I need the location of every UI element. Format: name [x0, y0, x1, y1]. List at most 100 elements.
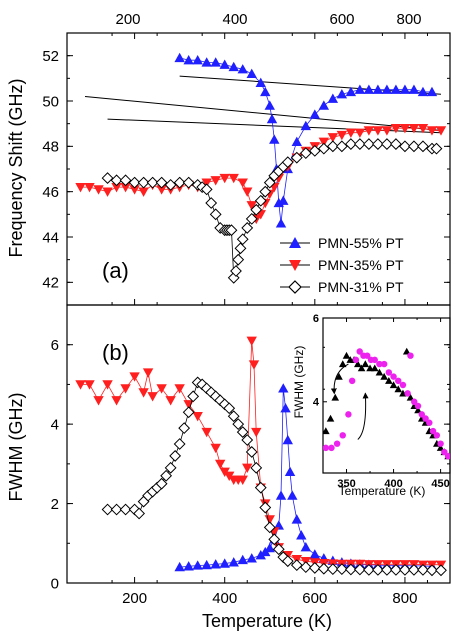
top-tick-label: 800 — [396, 11, 421, 28]
data-point-triangle-up — [323, 427, 330, 435]
data-point-triangle-down — [372, 126, 384, 136]
data-point-diamond — [101, 172, 114, 184]
plot-area — [75, 52, 447, 284]
data-point-circle — [418, 411, 426, 418]
x-tick-label: 200 — [122, 590, 147, 607]
data-point-triangle-up — [192, 55, 203, 65]
data-point-triangle-down — [426, 126, 438, 136]
data-point-triangle-up — [201, 57, 212, 67]
data-point-triangle-up — [417, 86, 429, 97]
data-point-circle — [348, 377, 356, 385]
panel-b-y-label: FWHM (GHz) — [6, 393, 26, 502]
data-point-triangle-up — [309, 549, 321, 559]
data-point-triangle-up — [354, 360, 362, 368]
data-point-triangle-up — [183, 55, 194, 65]
data-point-triangle-up — [246, 68, 257, 78]
data-point-diamond — [250, 461, 263, 474]
plot-frame — [322, 317, 451, 474]
data-point-triangle-down — [142, 368, 154, 378]
data-point-triangle-down — [75, 380, 86, 390]
data-point-triangle-up — [192, 560, 203, 570]
x-tick-label: 450 — [431, 478, 449, 490]
data-point-diamond — [362, 563, 375, 576]
legend-marker-triangle-up — [289, 237, 301, 248]
data-point-diamond — [326, 563, 339, 576]
panel-a-label: (a) — [102, 258, 129, 283]
data-point-diamond — [281, 156, 294, 169]
data-point-triangle-up — [237, 554, 248, 565]
data-point-triangle-up — [394, 385, 403, 393]
data-point-triangle-up — [389, 381, 398, 389]
top-tick-label: 200 — [115, 11, 140, 28]
data-point-circle — [422, 415, 429, 422]
data-point-diamond — [430, 142, 443, 155]
data-point-diamond — [259, 185, 272, 198]
data-point-triangle-down — [381, 126, 393, 136]
data-point-diamond — [232, 418, 245, 431]
data-point-triangle-down — [147, 392, 158, 402]
data-point-triangle-down — [165, 396, 176, 406]
x-tick-label: 400 — [212, 590, 237, 607]
y-tick-label: 50 — [42, 93, 59, 110]
data-point-triangle-up — [363, 84, 375, 94]
data-point-diamond — [245, 212, 258, 225]
data-point-triangle-down — [210, 443, 221, 454]
data-point-triangle-down — [111, 396, 122, 406]
data-point-diamond — [353, 138, 366, 150]
data-point-circle — [363, 352, 371, 359]
data-point-diamond — [164, 178, 177, 191]
data-point-triangle-up — [381, 84, 393, 94]
data-point-triangle-up — [255, 77, 266, 88]
data-point-triangle-up — [264, 100, 275, 110]
legend: PMN-55% PT PMN-35% PT PMN-31% PT — [280, 235, 404, 295]
data-point-diamond — [236, 426, 249, 438]
data-point-diamond — [353, 563, 366, 576]
data-point-diamond — [308, 144, 321, 157]
data-point-triangle-up — [280, 403, 291, 413]
data-point-triangle-down — [210, 176, 221, 186]
data-point-circle — [333, 440, 341, 447]
data-point-diamond — [335, 140, 348, 153]
data-point-triangle-up — [326, 414, 335, 422]
data-point-diamond — [241, 434, 254, 446]
data-point-triangle-down — [129, 372, 140, 382]
data-point-diamond — [317, 562, 330, 575]
data-point-triangle-down — [345, 128, 357, 138]
data-point-triangle-up — [278, 195, 289, 205]
data-point-triangle-up — [266, 113, 278, 124]
data-point-triangle-up — [361, 360, 370, 368]
series — [323, 348, 450, 460]
data-point-circle — [352, 356, 360, 364]
data-point-diamond — [344, 563, 357, 576]
data-point-triangle-up — [219, 59, 230, 69]
data-point-triangle-up — [246, 553, 257, 563]
legend-label: PMN-31% PT — [318, 279, 404, 295]
data-point-diamond — [390, 138, 402, 150]
data-point-circle — [407, 352, 414, 359]
data-point-triangle-up — [390, 84, 402, 94]
data-point-triangle-up — [287, 490, 298, 500]
inset-chart: 350 400 450 4 6 — [313, 313, 451, 490]
data-point-triangle-up — [357, 364, 366, 372]
data-point-triangle-down — [246, 201, 257, 211]
data-point-diamond — [234, 242, 247, 255]
y-tick-label: 6 — [51, 337, 59, 354]
data-point-diamond — [272, 543, 285, 556]
data-point-triangle-down — [156, 384, 167, 394]
data-point-circle — [376, 360, 383, 368]
data-point-diamond — [381, 563, 393, 576]
heating-arrow — [357, 392, 369, 440]
x-axis-label: Temperature (K) — [202, 611, 332, 631]
data-point-triangle-down — [248, 360, 260, 370]
data-point-circle — [444, 453, 450, 460]
data-point-circle — [390, 373, 397, 380]
data-point-triangle-down — [174, 384, 185, 394]
data-point-circle — [441, 448, 448, 456]
data-point-triangle-down — [102, 380, 113, 390]
data-point-triangle-down — [327, 133, 339, 143]
data-point-triangle-down — [93, 185, 104, 195]
data-point-diamond — [225, 224, 238, 237]
data-point-triangle-up — [183, 561, 194, 571]
data-point-triangle-up — [335, 372, 343, 380]
data-point-circle — [411, 398, 418, 406]
